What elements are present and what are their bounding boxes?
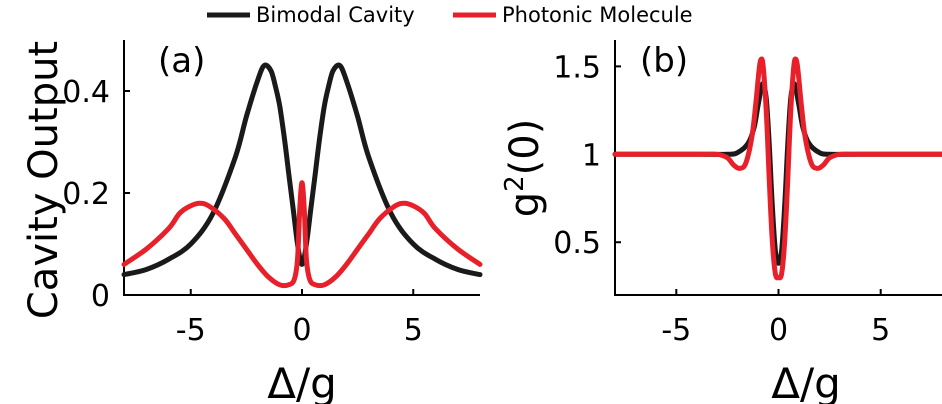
panel-b-xtick-label: 5 (871, 313, 890, 348)
panel-a-label: (a) (158, 41, 205, 81)
legend: Bimodal Cavity Photonic Molecule (207, 3, 693, 27)
panel-b-ytick-label: 1.5 (553, 50, 601, 85)
panel-b-ytick-label: 1 (582, 138, 601, 173)
panel-a-ytick-label: 0.2 (62, 177, 110, 212)
panel-a-xticks: -5 0 5 (176, 289, 423, 348)
panel-a-lines (121, 62, 483, 289)
panel-a-series-bimodal (121, 62, 483, 278)
panel-a: -5 0 5 0 0.2 0.4 (a) Δ/g Cavity Output (21, 40, 483, 404)
panel-b-lines (612, 56, 942, 281)
panel-b-yticks: 0.5 1 1.5 (553, 50, 621, 261)
legend-label-photonic: Photonic Molecule (502, 3, 693, 27)
panel-b-xtick-label: 0 (769, 313, 788, 348)
panel-a-xtick-label: 5 (404, 313, 423, 348)
panel-a-series-photonic (121, 180, 483, 289)
panel-b-series-photonic (612, 56, 942, 281)
panel-b: -5 0 5 0.5 1 1.5 (b) Δ/g g2(0) (500, 40, 942, 404)
panel-b-xtick-label: -5 (661, 313, 691, 348)
panel-b-ytick-label: 0.5 (553, 226, 601, 261)
panel-b-ylabel: g2(0) (500, 119, 548, 218)
panel-a-xtick-label: -5 (176, 313, 206, 348)
panel-a-yticks: 0 0.2 0.4 (62, 75, 130, 314)
panel-b-label: (b) (640, 41, 688, 81)
panel-a-xtick-label: 0 (292, 313, 311, 348)
legend-label-bimodal: Bimodal Cavity (256, 3, 415, 27)
panel-b-xticks: -5 0 5 (661, 289, 890, 348)
panel-a-ytick-label: 0.4 (62, 75, 110, 110)
panel-a-xlabel: Δ/g (267, 359, 337, 404)
panel-b-series-bimodal (612, 81, 942, 266)
panel-b-axes (614, 40, 942, 296)
panel-b-xlabel: Δ/g (771, 359, 841, 404)
panel-a-ylabel: Cavity Output (21, 41, 67, 319)
panel-a-ytick-label: 0 (91, 279, 110, 314)
